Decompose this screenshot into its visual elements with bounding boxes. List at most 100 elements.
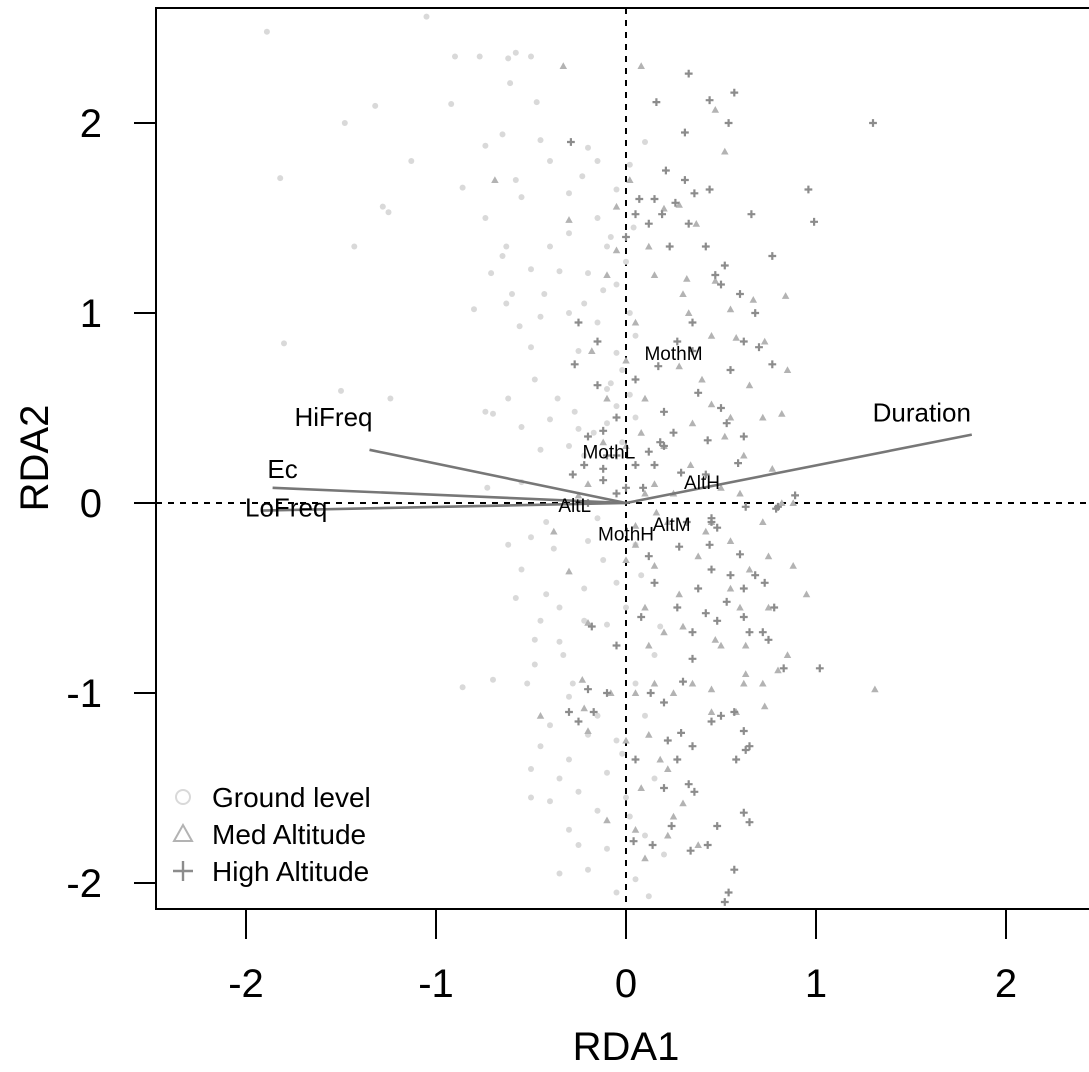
data-point	[741, 502, 750, 511]
data-point	[703, 436, 712, 445]
data-point	[585, 270, 591, 277]
data-point	[651, 652, 658, 658]
data-point	[684, 309, 693, 316]
data-point	[717, 404, 725, 412]
data-point	[644, 447, 653, 456]
data-point	[623, 258, 629, 265]
data-point	[499, 131, 506, 138]
data-point	[612, 246, 621, 254]
data-point	[550, 527, 558, 535]
centroid-label-mothh: MothH	[598, 524, 654, 545]
data-point	[604, 243, 610, 250]
data-point	[815, 664, 824, 673]
data-point	[547, 722, 553, 729]
data-point	[547, 416, 553, 423]
data-point	[684, 69, 693, 78]
site-points	[263, 13, 879, 906]
data-point	[574, 491, 583, 499]
data-point	[720, 898, 729, 906]
data-point	[707, 717, 716, 726]
data-point	[537, 313, 544, 320]
data-point	[613, 579, 620, 586]
data-point	[650, 480, 659, 487]
data-point	[645, 731, 653, 738]
data-point	[604, 621, 610, 628]
data-point	[518, 566, 525, 573]
data-point	[681, 128, 689, 137]
data-point	[722, 597, 731, 606]
x-axis: -2 -1 0 1 2	[228, 908, 1017, 1006]
data-point	[589, 708, 598, 716]
data-point	[580, 704, 588, 712]
data-point	[707, 400, 716, 408]
data-point	[690, 189, 699, 198]
data-point	[783, 651, 792, 658]
data-point	[516, 323, 523, 330]
data-point	[694, 388, 703, 397]
data-point	[599, 426, 608, 435]
centroid-label-alth: AltH	[684, 473, 720, 494]
data-point	[732, 755, 741, 764]
data-point	[768, 465, 777, 472]
data-point	[688, 679, 697, 687]
data-point	[566, 230, 572, 237]
data-point	[641, 394, 649, 402]
data-point	[736, 489, 744, 497]
data-point	[642, 712, 648, 719]
data-point	[717, 641, 725, 649]
data-point	[726, 366, 735, 374]
data-point	[593, 337, 602, 346]
data-point	[263, 28, 270, 35]
data-point	[452, 53, 458, 60]
data-point	[869, 119, 877, 127]
data-point	[707, 332, 716, 339]
data-point	[623, 794, 629, 801]
data-point	[692, 219, 701, 227]
data-point	[669, 428, 678, 437]
data-point	[741, 746, 750, 754]
centroid-label-altm: AltM	[653, 515, 691, 536]
data-point	[556, 775, 563, 782]
data-point	[528, 53, 534, 60]
data-point	[482, 408, 489, 415]
x-ticks: -2 -1 0 1 2	[228, 909, 1017, 1006]
legend-label: Ground level	[212, 782, 371, 813]
data-point	[645, 893, 652, 900]
data-point	[749, 295, 758, 303]
data-point	[734, 459, 742, 467]
legend-label: Med Altitude	[212, 819, 366, 850]
data-point	[684, 780, 693, 789]
data-point	[593, 381, 602, 390]
data-point	[550, 545, 557, 552]
vector-label-hifreq: HiFreq	[294, 402, 372, 432]
y-tick-label: 1	[80, 292, 102, 336]
data-point	[584, 727, 592, 734]
data-point	[537, 137, 544, 144]
data-point	[664, 518, 672, 525]
y-axis: -2 -1 0 1 2	[66, 102, 157, 906]
data-point	[631, 541, 640, 548]
data-point	[702, 527, 710, 535]
data-point	[726, 584, 735, 592]
data-point	[626, 176, 634, 183]
legend-item: High Altitude	[173, 856, 369, 887]
data-point	[688, 742, 697, 751]
data-point	[566, 190, 572, 197]
data-point	[379, 203, 386, 210]
data-point	[613, 349, 620, 356]
data-point	[707, 565, 716, 574]
vector-label-lofreq: LoFreq	[245, 493, 327, 523]
data-point	[613, 889, 620, 896]
data-point	[642, 139, 648, 145]
data-point	[491, 176, 499, 183]
data-point	[423, 13, 430, 20]
data-point	[631, 210, 640, 219]
x-tick-label: -2	[228, 962, 264, 1006]
data-point	[533, 99, 540, 106]
data-point	[631, 826, 640, 833]
data-point	[338, 387, 344, 394]
data-point	[600, 287, 607, 294]
data-point	[656, 438, 665, 447]
data-point	[683, 275, 691, 282]
